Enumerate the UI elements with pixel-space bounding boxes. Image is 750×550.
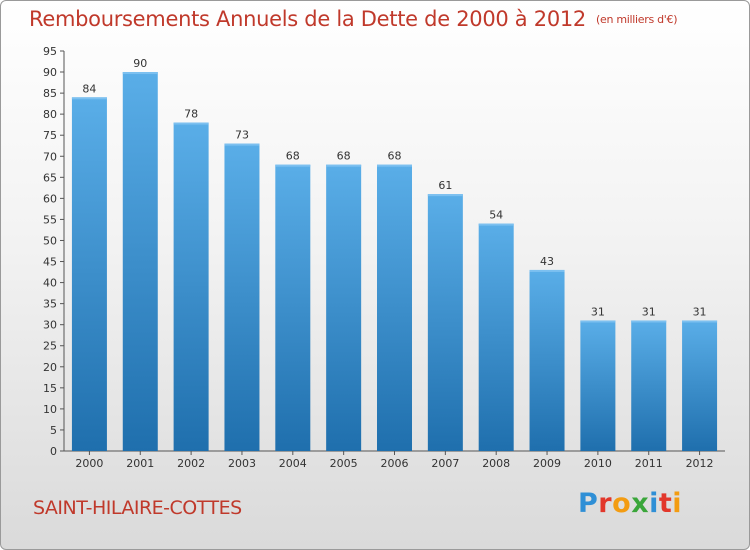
value-label-2009: 43 (540, 255, 554, 268)
y-tick-label: 70 (43, 150, 57, 163)
bar-top-2007 (427, 194, 463, 197)
logo-letter: i (649, 488, 659, 519)
value-label-2010: 31 (591, 305, 605, 318)
bar-top-2004 (275, 164, 311, 167)
value-label-2006: 68 (388, 150, 402, 163)
x-tick-label-2011: 2011 (635, 457, 663, 470)
y-tick-label: 90 (43, 66, 57, 79)
bar-top-2000 (71, 97, 107, 100)
chart-title: Remboursements Annuels de la Dette de 20… (29, 7, 677, 31)
commune-name: SAINT-HILAIRE-COTTES (33, 497, 242, 519)
x-tick-label-2002: 2002 (177, 457, 205, 470)
bar-2010 (580, 320, 616, 451)
y-tick-label: 80 (43, 108, 57, 121)
value-label-2008: 54 (489, 209, 503, 222)
bar-top-2010 (580, 320, 616, 323)
logo-letter: r (598, 488, 613, 519)
y-tick-label: 65 (43, 171, 57, 184)
bar-2000 (71, 97, 107, 451)
y-tick-label: 15 (43, 382, 57, 395)
logo-letter: x (631, 488, 650, 519)
bar-2008 (478, 223, 514, 451)
value-label-2002: 78 (184, 108, 198, 121)
bar-top-2011 (631, 320, 667, 323)
y-tick-label: 55 (43, 213, 57, 226)
bar-2002 (173, 122, 209, 451)
y-tick-label: 85 (43, 87, 57, 100)
bar-2003 (224, 143, 260, 451)
y-tick-label: 75 (43, 129, 57, 142)
bar-top-2006 (377, 164, 412, 167)
x-tick-label-2008: 2008 (482, 457, 510, 470)
logo-letter: t (658, 488, 673, 519)
value-label-2003: 73 (235, 129, 249, 142)
bar-top-2012 (682, 320, 718, 323)
y-tick-label: 0 (50, 445, 57, 458)
chart-unit-label: (en milliers d'€) (596, 13, 678, 26)
y-tick-label: 25 (43, 340, 57, 353)
x-tick-label-2006: 2006 (381, 457, 409, 470)
bar-top-2005 (326, 164, 362, 167)
bar-2004 (275, 164, 311, 451)
bar-2005 (326, 164, 362, 451)
value-label-2001: 90 (133, 57, 147, 70)
x-tick-label-2009: 2009 (533, 457, 561, 470)
x-tick-label-2005: 2005 (330, 457, 358, 470)
bar-2006 (377, 164, 412, 451)
y-tick-label: 60 (43, 192, 57, 205)
x-tick-label-2000: 2000 (75, 457, 103, 470)
logo-letter: i (672, 488, 683, 519)
chart-axes: 0 5 10 15 20 25 30 35 40 45 50 55 60 65 70 75 80 85 90 95 20… (43, 45, 725, 470)
bar-top-2002 (173, 122, 209, 125)
bar-2012 (682, 320, 718, 451)
bar-2009 (529, 269, 565, 451)
bar-2011 (631, 320, 667, 451)
y-tick-label: 50 (43, 234, 57, 247)
x-tick-label-2007: 2007 (431, 457, 459, 470)
value-label-2012: 31 (693, 305, 707, 318)
value-label-2004: 68 (286, 150, 300, 163)
y-tick-label: 35 (43, 298, 57, 311)
logo-letter: P (578, 488, 599, 519)
y-tick-label: 95 (43, 45, 57, 58)
x-tick-label-2003: 2003 (228, 457, 256, 470)
chart-title-text: Remboursements Annuels de la Dette de 20… (29, 7, 586, 31)
logo-letter: o (612, 488, 632, 519)
chart-bars (71, 72, 718, 451)
bar-top-2008 (478, 223, 514, 226)
value-label-2005: 68 (337, 150, 351, 163)
y-tick-label: 20 (43, 361, 57, 374)
x-tick-label-2012: 2012 (686, 457, 714, 470)
value-label-2000: 84 (82, 82, 96, 95)
y-tick-label: 10 (43, 403, 57, 416)
bar-2001 (122, 72, 158, 451)
proxiti-logo: Proxiti (578, 488, 682, 519)
value-label-2007: 61 (438, 179, 452, 192)
bar-top-2003 (224, 143, 260, 146)
chart-value-labels: 84 90 78 73 68 68 68 61 54 43 31 31 31 (82, 57, 706, 318)
x-tick-label-2001: 2001 (126, 457, 154, 470)
y-tick-label: 40 (43, 277, 57, 290)
x-tick-label-2010: 2010 (584, 457, 612, 470)
y-tick-label: 5 (50, 424, 57, 437)
bar-top-2009 (529, 269, 565, 272)
y-tick-label: 45 (43, 256, 57, 269)
value-label-2011: 31 (642, 305, 656, 318)
x-tick-label-2004: 2004 (279, 457, 307, 470)
bar-2007 (427, 194, 463, 451)
bar-top-2001 (122, 72, 158, 75)
y-tick-label: 30 (43, 319, 57, 332)
